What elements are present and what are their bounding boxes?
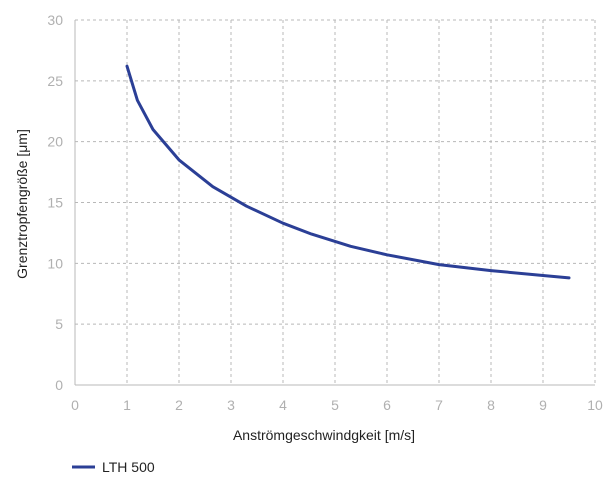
- x-tick-label: 7: [435, 397, 443, 413]
- y-tick-label: 25: [47, 73, 63, 89]
- x-tick-label: 5: [331, 397, 339, 413]
- x-tick-label: 2: [175, 397, 183, 413]
- x-axis-title: Anströmgeschwindgkeit [m/s]: [233, 427, 415, 443]
- legend-label: LTH 500: [102, 459, 155, 475]
- y-tick-label: 10: [47, 255, 63, 271]
- series: [125, 64, 571, 280]
- series-line: [125, 64, 571, 280]
- x-tick-label: 10: [587, 397, 603, 413]
- x-tick-label: 3: [227, 397, 235, 413]
- x-tick-label: 1: [123, 397, 131, 413]
- x-tick-label: 0: [71, 397, 79, 413]
- y-tick-label: 15: [47, 195, 63, 211]
- axes: 0 1 2 3 4 5 6 7 8 9 10 0 5 10 15 20 25 30: [47, 12, 603, 413]
- x-tick-label: 8: [487, 397, 495, 413]
- grid: [75, 19, 596, 385]
- x-tick-label: 6: [383, 397, 391, 413]
- y-tick-label: 0: [55, 377, 63, 393]
- y-tick-label: 20: [47, 134, 63, 150]
- y-tick-label: 5: [55, 316, 63, 332]
- x-tick-label: 4: [279, 397, 287, 413]
- y-axis-title: Grenztropfengröße [μm]: [14, 129, 30, 279]
- x-tick-label: 9: [539, 397, 547, 413]
- legend: LTH 500: [72, 459, 155, 475]
- y-tick-label: 30: [47, 12, 63, 28]
